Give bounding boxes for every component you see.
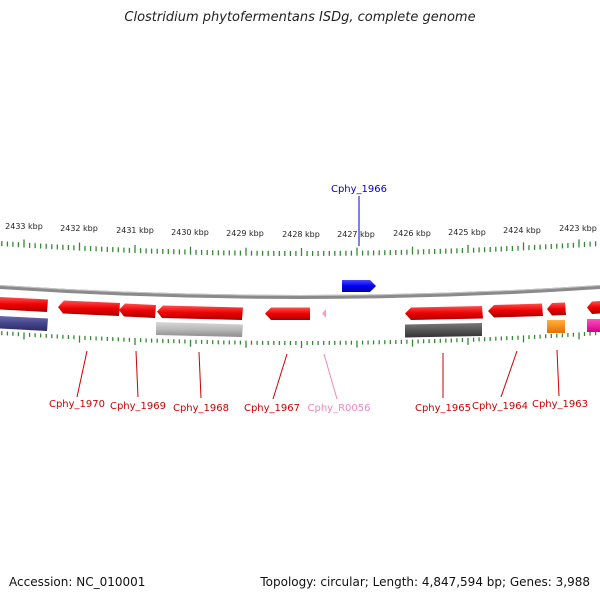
gene-label-cphy-1966[interactable]: Cphy_1966 — [331, 184, 387, 195]
backbone-arc-highlight — [0, 285, 600, 296]
kbp-label: 2428 kbp — [282, 230, 320, 239]
gene-cphy-1969[interactable] — [119, 303, 156, 319]
leader-line — [272, 353, 288, 400]
category-bar-dark-gray — [405, 323, 482, 338]
category-bar-orange — [547, 320, 565, 333]
kbp-label: 2429 kbp — [226, 229, 264, 238]
kbp-label: 2430 kbp — [171, 228, 209, 237]
gene-label-cphy-1965[interactable]: Cphy_1965 — [415, 403, 471, 414]
gene-label-cphy-1969[interactable]: Cphy_1969 — [110, 401, 166, 412]
ruler-ticks-bottom — [1, 331, 597, 348]
leader-line — [135, 350, 139, 398]
kbp-label: 2431 kbp — [116, 226, 154, 235]
gene-cphy-1962[interactable] — [587, 301, 600, 314]
kbp-label: 2427 kbp — [337, 230, 375, 239]
gene-cphy-r0056[interactable] — [322, 309, 326, 318]
gene-cphy-1966[interactable] — [342, 280, 376, 292]
map-title: Clostridium phytofermentans ISDg, comple… — [124, 10, 476, 25]
gene-label-cphy-1963[interactable]: Cphy_1963 — [532, 399, 588, 410]
gene-cphy-1971[interactable] — [0, 297, 48, 312]
gene-label-cphy-1970[interactable]: Cphy_1970 — [49, 399, 105, 410]
gene-label-cphy-1967[interactable]: Cphy_1967 — [244, 403, 300, 414]
topology-text: Topology: circular; Length: 4,847,594 bp… — [260, 575, 590, 589]
gene-label-cphy-1968[interactable]: Cphy_1968 — [173, 403, 229, 414]
gene-cphy-1964[interactable] — [488, 303, 543, 318]
kbp-label: 2424 kbp — [503, 226, 541, 235]
ruler-ticks-top — [1, 239, 597, 256]
kbp-label: 2433 kbp — [5, 222, 43, 231]
gene-cphy-1963[interactable] — [547, 302, 566, 316]
kbp-label: 2423 kbp — [559, 224, 597, 233]
category-bar-gray — [156, 322, 243, 337]
gene-cphy-1970[interactable] — [58, 300, 120, 317]
leader-line — [500, 350, 518, 398]
leader-line — [198, 351, 202, 399]
kbp-label: 2426 kbp — [393, 229, 431, 238]
gene-cphy-1967[interactable] — [265, 307, 310, 321]
accession-text: Accession: NC_010001 — [9, 575, 146, 589]
backbone-arc — [0, 285, 600, 299]
category-bar-navy — [0, 316, 48, 331]
gene-cphy-1968[interactable] — [157, 305, 243, 321]
gene-label-cphy-1964[interactable]: Cphy_1964 — [472, 401, 528, 412]
leader-line — [76, 350, 88, 398]
leader-line — [556, 349, 560, 397]
kbp-label: 2425 kbp — [448, 228, 486, 237]
gene-label-cphy-r0056[interactable]: Cphy_R0056 — [308, 403, 371, 414]
kbp-label: 2432 kbp — [60, 224, 98, 233]
leader-line — [323, 353, 338, 400]
category-bar-magenta — [587, 319, 600, 332]
gene-cphy-1965[interactable] — [405, 306, 483, 320]
